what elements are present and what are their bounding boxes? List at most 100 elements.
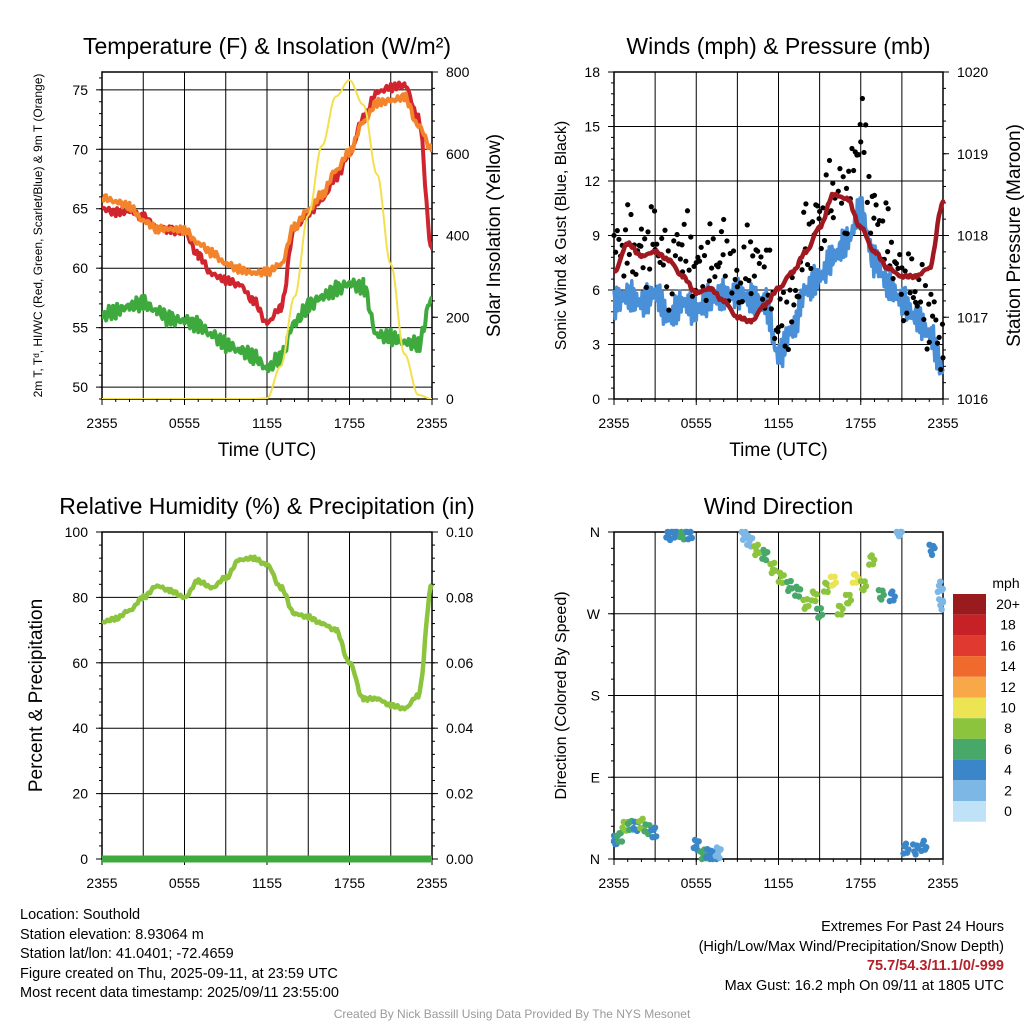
y2-tick-label: 0.08 (446, 589, 473, 605)
gust-point (665, 248, 671, 254)
recent-timestamp: Most recent data timestamp: 2025/09/11 2… (20, 985, 339, 1002)
y-tick-label: 18 (584, 64, 600, 80)
gust-point (611, 232, 617, 239)
x-tick-label: 2355 (598, 415, 629, 431)
gust-point (759, 296, 766, 302)
gust-point (830, 215, 836, 221)
gust-point (818, 245, 824, 252)
direction-point (838, 611, 845, 618)
colorbar-label: 8 (1004, 720, 1012, 736)
gust-point (936, 334, 942, 340)
gust-point (931, 299, 937, 305)
gust-point (671, 238, 677, 244)
gust-point (706, 278, 713, 284)
colorbar-swatch (953, 738, 986, 760)
direction-point (639, 815, 646, 822)
direction-point (812, 597, 819, 605)
gust-point (796, 294, 802, 300)
x-tick-label: 1155 (252, 415, 282, 431)
gust-point (934, 340, 941, 346)
y-tick-label: 9 (592, 228, 600, 244)
gust-point (789, 319, 795, 325)
y-tick-label: N (590, 851, 600, 867)
y2-tick-label: 0.02 (446, 786, 473, 802)
gust-point (804, 261, 811, 268)
y-tick-label: 70 (72, 141, 88, 157)
gust-point (921, 316, 927, 323)
y2-tick-label: 1017 (957, 309, 988, 325)
gust-point (799, 267, 805, 273)
gust-point (613, 249, 619, 255)
y2-axis-label: Station Pressure (Maroon) (1004, 124, 1024, 347)
credit-line: Created By Nick Bassill Using Data Provi… (333, 1007, 691, 1021)
gust-point (787, 287, 793, 293)
gust-point (662, 227, 668, 233)
direction-point (695, 838, 702, 845)
direction-point (831, 573, 838, 580)
direction-point (754, 541, 762, 549)
gust-point (917, 299, 924, 305)
x-tick-label: 2355 (416, 415, 447, 431)
gust-point (780, 289, 787, 296)
gust-point (734, 284, 740, 290)
gust-point (691, 263, 697, 269)
direction-point (748, 534, 756, 542)
direction-point (687, 528, 694, 536)
series-line-td (102, 276, 432, 374)
gust-point (654, 241, 660, 247)
direction-point (862, 582, 870, 590)
gust-point (928, 291, 934, 297)
gust-point (843, 185, 850, 191)
series-line-t9m (102, 91, 432, 278)
gust-point (720, 252, 726, 258)
gust-point (814, 203, 821, 209)
y-tick-label: 50 (72, 379, 88, 395)
gust-point (914, 303, 920, 309)
gust-point (748, 290, 754, 297)
gust-point (688, 234, 694, 240)
gust-point (684, 208, 691, 214)
direction-point (923, 844, 930, 851)
gust-point (909, 256, 915, 262)
x-tick-label: 2355 (86, 875, 117, 891)
gust-point (751, 273, 757, 279)
gust-point (803, 201, 809, 207)
gust-point (861, 149, 867, 156)
y-tick-label: S (591, 688, 600, 704)
direction-point (817, 605, 825, 612)
figure-created: Figure created on Thu, 2025-09-11, at 23… (20, 965, 338, 982)
direction-point (931, 544, 938, 552)
direction-point (795, 593, 803, 600)
gust-point (926, 301, 932, 307)
gust-point (626, 251, 632, 258)
gust-point (858, 139, 864, 145)
gust-point (816, 216, 822, 222)
colorbar-label: 16 (1000, 637, 1016, 653)
temperature-panel: 50 55 60 65 70 75 0 200 400 600 800 2355 0555 1155 175… (31, 33, 505, 461)
gust-point (871, 215, 877, 221)
series-line-pressure (613, 191, 946, 325)
direction-point (651, 824, 659, 831)
gust-point (782, 343, 788, 349)
gust-point (851, 167, 857, 174)
gust-point (622, 227, 629, 233)
y2-tick-label: 600 (446, 146, 470, 162)
y-axis-label: Direction (Colored By Speed) (553, 591, 570, 799)
gust-point (638, 243, 644, 249)
y-tick-label: 80 (72, 589, 88, 605)
gust-point (758, 254, 764, 260)
x-tick-label: 1155 (252, 875, 282, 891)
colorbar-swatch (953, 801, 986, 822)
y2-tick-label: 0.06 (446, 655, 473, 671)
gust-point (859, 95, 865, 102)
gust-point (666, 307, 672, 313)
x-tick-label: 2355 (598, 875, 629, 891)
x-tick-label: 1155 (763, 875, 793, 891)
gust-point (912, 289, 918, 295)
x-tick-label: 1755 (845, 415, 876, 431)
direction-point (755, 549, 763, 557)
gust-point (933, 317, 939, 323)
gust-point (784, 299, 790, 305)
gust-point (679, 242, 685, 248)
colorbar-label: 18 (1000, 617, 1016, 633)
